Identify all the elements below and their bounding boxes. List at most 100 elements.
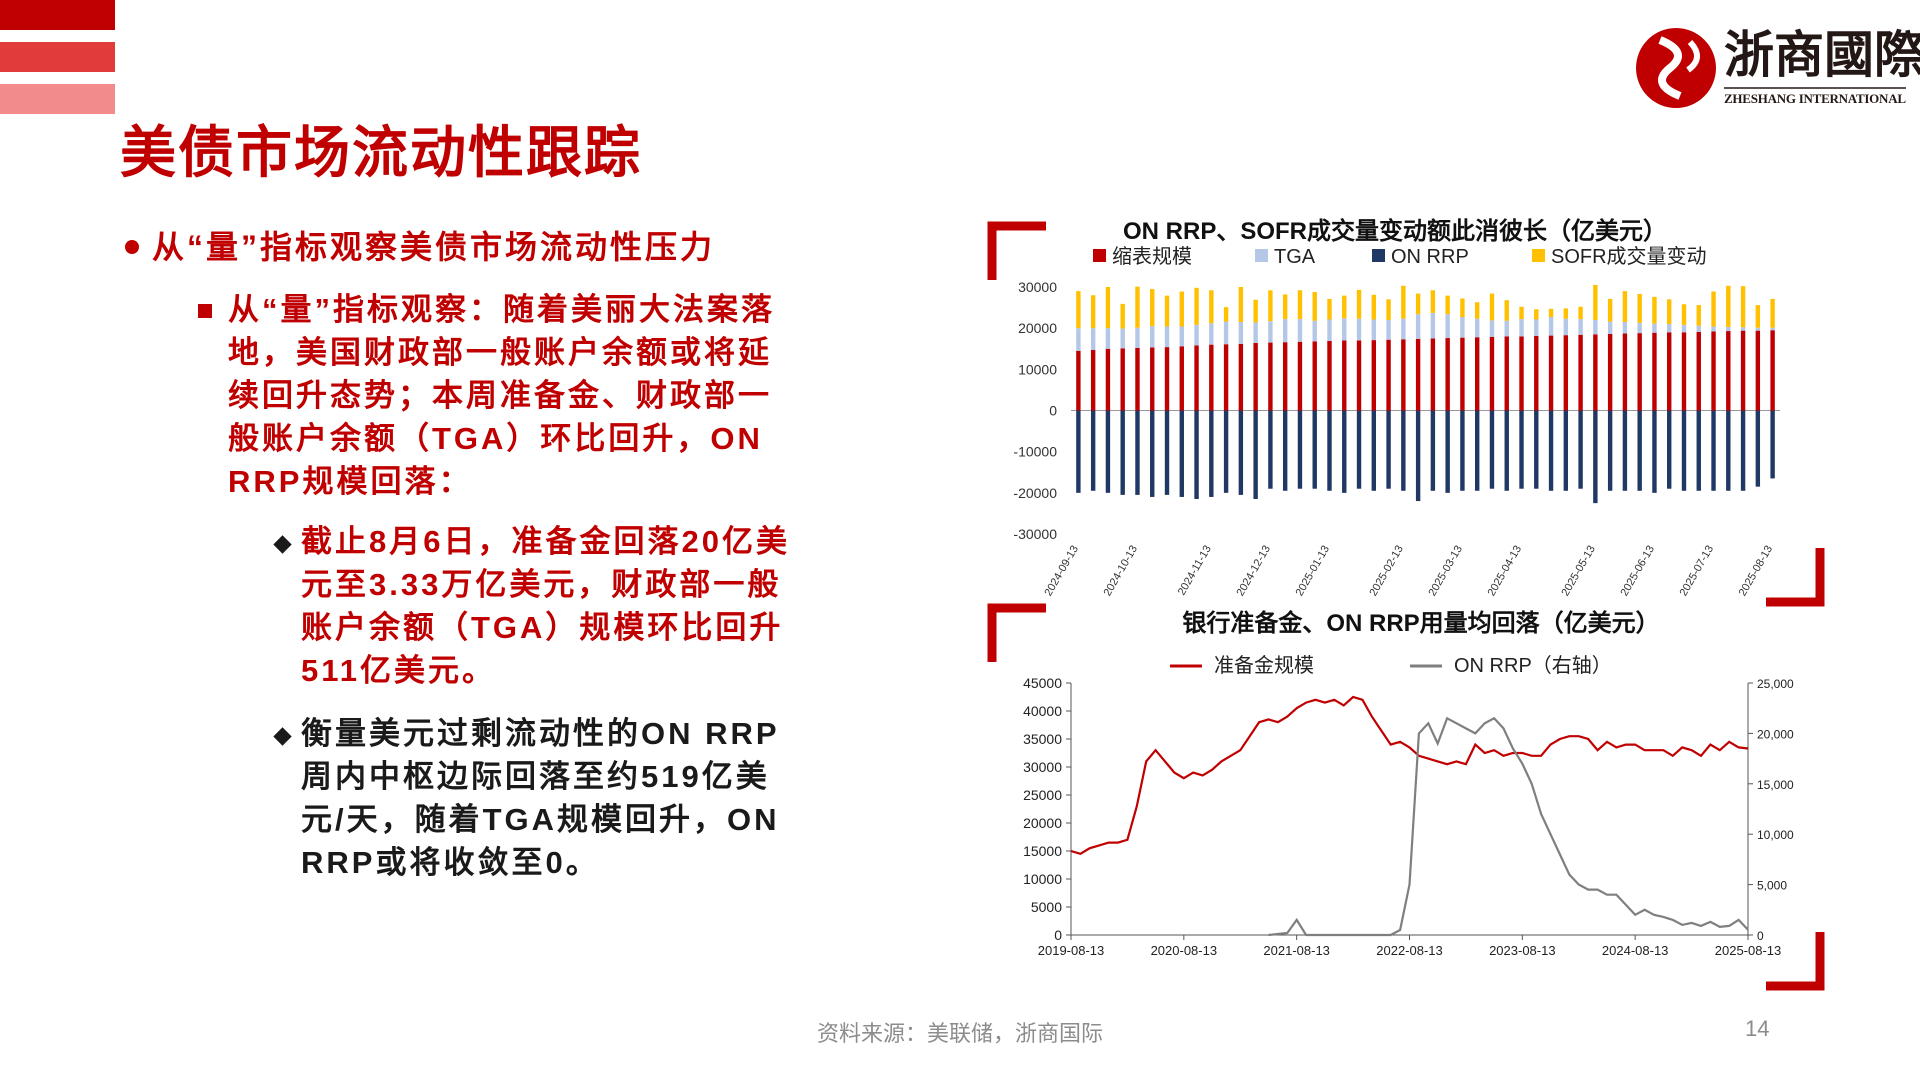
- bar-segment: [1622, 321, 1628, 334]
- bar-segment: [1401, 410, 1406, 491]
- y-tick-label: -10000: [1013, 444, 1057, 460]
- y-tick-label: 10000: [1023, 871, 1062, 887]
- legend-label: 准备金规模: [1214, 654, 1314, 677]
- bar-segment: [1548, 317, 1554, 336]
- bar-segment: [1504, 320, 1509, 337]
- bar-segment: [1755, 410, 1761, 487]
- bar-segment: [1445, 410, 1450, 493]
- bar-segment: [1356, 340, 1362, 411]
- bar-segment: [1312, 320, 1317, 342]
- bar-segment: [1150, 289, 1155, 327]
- bar-segment: [1209, 290, 1214, 324]
- slide-title: 美债市场流动性跟踪: [120, 121, 642, 184]
- bar-segment: [1740, 327, 1746, 331]
- decor-stripe: [0, 42, 115, 72]
- x-tick-label: 2024-08-13: [1602, 943, 1669, 958]
- x-tick-label: 2024-09-13: [1042, 544, 1081, 599]
- bar-segment: [1297, 319, 1303, 342]
- bar-segment: [1386, 410, 1391, 489]
- chart-title: ON RRP、SOFR成交量变动额此消彼长（亿美元）: [1123, 217, 1667, 245]
- bar-segment: [1519, 410, 1524, 489]
- y-tick-label: 25000: [1023, 787, 1062, 803]
- y-tick-label: -20000: [1013, 485, 1057, 501]
- bar-segment: [1327, 410, 1332, 491]
- bar-segment: [1607, 333, 1613, 411]
- bar-segment: [1711, 331, 1716, 411]
- x-tick-label: 2019-08-13: [1038, 943, 1105, 958]
- bar-segment: [1164, 295, 1170, 327]
- bar-segment: [1150, 410, 1155, 497]
- bar-segment: [1489, 336, 1495, 411]
- bar-segment: [1460, 317, 1465, 338]
- bar-segment: [1711, 410, 1716, 491]
- bar-segment: [1105, 287, 1111, 329]
- bar-segment: [1740, 330, 1746, 411]
- bar-segment: [1637, 333, 1642, 411]
- y2-tick-label: 0: [1757, 929, 1764, 943]
- bar-segment: [1681, 410, 1687, 491]
- corner-bracket: [987, 221, 1046, 280]
- legend-label: SOFR成交量变动: [1551, 245, 1707, 268]
- bar-segment: [1371, 410, 1377, 491]
- bar-segment: [1401, 285, 1406, 319]
- x-tick-label: 2022-08-13: [1376, 943, 1443, 958]
- bullet-square: [198, 304, 212, 318]
- bar-segment: [1711, 291, 1716, 327]
- logo-emblem-mark: [1658, 36, 1682, 100]
- y2-tick-label: 20,000: [1757, 727, 1794, 741]
- bar-segment: [1770, 298, 1775, 328]
- bar-segment: [1282, 410, 1288, 491]
- bar-segment: [1726, 410, 1731, 491]
- bar-segment: [1105, 410, 1111, 493]
- bar-segment: [1223, 307, 1229, 322]
- bar-segment: [1179, 291, 1184, 327]
- bar-segment: [1090, 295, 1096, 329]
- bar-segment: [1519, 306, 1524, 320]
- y-tick-label: -30000: [1013, 526, 1057, 542]
- bar-segment: [1548, 308, 1554, 318]
- bar-segment: [1253, 410, 1258, 500]
- bar-segment: [1135, 327, 1140, 348]
- bar-segment: [1607, 410, 1613, 491]
- bar-segment: [1474, 302, 1480, 319]
- bar-segment: [1076, 410, 1081, 493]
- logo-subtitle: ZHESHANG INTERNATIONAL: [1724, 91, 1906, 106]
- bar-segment: [1105, 328, 1111, 349]
- bar-segment: [1090, 349, 1096, 411]
- bar-segment: [1386, 339, 1391, 411]
- x-tick-label: 2025-02-13: [1367, 544, 1406, 599]
- bar-segment: [1253, 322, 1258, 343]
- bar-segment: [1342, 295, 1347, 319]
- y-tick-label: 40000: [1023, 703, 1062, 719]
- bar-segment: [1460, 410, 1465, 491]
- bar-segment: [1489, 410, 1495, 489]
- bar-segment: [1696, 331, 1701, 411]
- bar-segment: [1637, 293, 1642, 323]
- y2-tick-label: 5,000: [1757, 879, 1787, 893]
- bar-segment: [1696, 305, 1701, 326]
- bar-segment: [1578, 319, 1583, 335]
- bar-segment: [1578, 306, 1583, 320]
- series-line: [1070, 695, 1749, 855]
- bar-segment: [1223, 344, 1229, 411]
- bar-segment: [1194, 345, 1199, 411]
- bar-segment: [1194, 410, 1199, 500]
- bar-segment: [1386, 299, 1391, 320]
- bar-segment: [1297, 290, 1303, 320]
- bar-segment: [1563, 410, 1569, 491]
- x-tick-label: 2021-08-13: [1263, 943, 1330, 958]
- bar-segment: [1534, 410, 1539, 489]
- bar-segment: [1371, 319, 1377, 341]
- bar-segment: [1474, 410, 1480, 491]
- bar-segment: [1534, 309, 1539, 320]
- bar-segment: [1223, 410, 1229, 493]
- bar-segment: [1637, 410, 1642, 491]
- bar-segment: [1430, 338, 1436, 411]
- y-tick-label: 20000: [1023, 815, 1062, 831]
- bar-segment: [1578, 334, 1583, 411]
- bar-segment: [1460, 337, 1465, 411]
- bar-segment: [1238, 321, 1244, 344]
- x-tick-label: 2024-11-13: [1176, 544, 1214, 598]
- bar-segment: [1607, 298, 1613, 322]
- bar-segment: [1312, 341, 1317, 411]
